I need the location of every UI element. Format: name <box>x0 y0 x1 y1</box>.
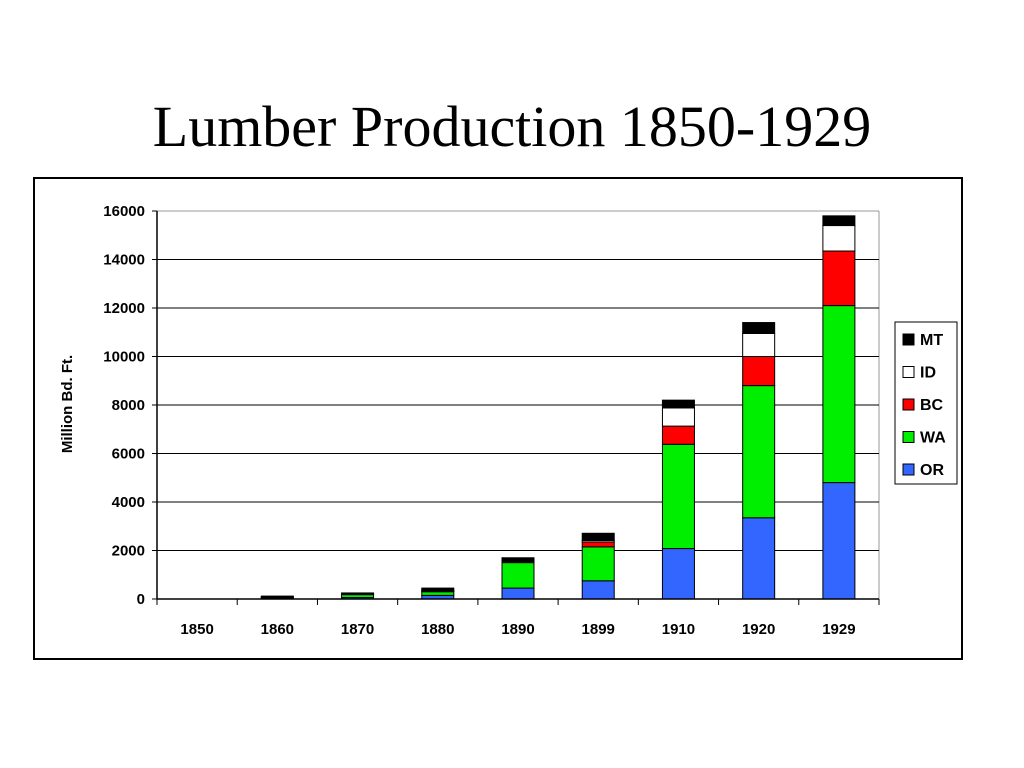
legend-label-or: OR <box>920 462 944 479</box>
legend-label-bc: BC <box>920 397 944 414</box>
x-tick-label: 1880 <box>421 621 454 638</box>
bar-segment-id-1920 <box>742 332 776 357</box>
legend-swatch-or <box>902 463 915 476</box>
bar-segment-wa-1910 <box>661 443 695 550</box>
bar-segment-wa-1890 <box>501 562 535 589</box>
bar-segment-bc-1899 <box>581 541 615 548</box>
bar-segment-mt-1880 <box>421 587 455 591</box>
legend-label-mt: MT <box>920 332 943 349</box>
legend-label-wa: WA <box>920 430 946 447</box>
bars <box>260 215 856 600</box>
bar-segment-wa-1929 <box>822 305 856 484</box>
axes <box>152 210 880 605</box>
legend-swatch-id <box>902 366 915 378</box>
chart-frame <box>33 177 963 660</box>
y-axis-label: Million Bd. Ft. <box>59 355 76 453</box>
legend-swatch-wa <box>902 431 915 443</box>
bar-segment-mt-1929 <box>822 215 856 227</box>
bar-segment-bc-1920 <box>742 356 776 387</box>
legend-swatch-bc <box>902 398 915 411</box>
y-tick-label: 0 <box>137 591 145 608</box>
y-tick-label: 14000 <box>103 252 145 269</box>
y-tick-label: 2000 <box>112 543 145 560</box>
bar-segment-mt-1920 <box>742 322 776 334</box>
bar-segment-mt-1890 <box>501 557 535 562</box>
bar-segment-mt-1860 <box>260 595 294 598</box>
bar-segment-or-1890 <box>501 587 535 600</box>
y-tick-label: 12000 <box>103 300 145 317</box>
bar-segment-wa-1899 <box>581 546 615 582</box>
legend-swatch-mt <box>902 333 915 346</box>
bar-segment-or-1899 <box>581 580 615 600</box>
bar-segment-or-1910 <box>661 548 695 600</box>
bar-segment-id-1929 <box>822 225 856 252</box>
bar-segment-mt-1899 <box>581 532 615 542</box>
bar-segment-or-1929 <box>822 482 856 600</box>
slide-title: Lumber Production 1850-1929 <box>152 94 872 159</box>
x-tick-label: 1850 <box>180 621 213 638</box>
bar-segment-wa-1880 <box>421 591 455 596</box>
bar-segment-id-1910 <box>661 407 695 427</box>
bar-segment-bc-1910 <box>661 425 695 445</box>
tick-labels: 0 2000 4000 6000 8000 10000 12000 14000 16000 185… <box>103 203 855 638</box>
bar-segment-bc-1929 <box>822 250 856 307</box>
x-tick-label: 1870 <box>341 621 374 638</box>
bar-segment-mt-1910 <box>661 399 695 409</box>
y-tick-label: 8000 <box>112 397 145 414</box>
legend-label-id: ID <box>920 365 936 382</box>
y-tick-label: 6000 <box>112 446 145 463</box>
y-tick-label: 4000 <box>112 494 145 511</box>
x-tick-label: 1860 <box>261 621 294 638</box>
bar-segment-or-1920 <box>742 517 776 600</box>
bar-segment-mt-1870 <box>341 592 375 595</box>
x-tick-label: 1910 <box>662 621 695 638</box>
x-tick-label: 1920 <box>742 621 775 638</box>
x-tick-label: 1929 <box>822 621 855 638</box>
x-tick-label: 1899 <box>582 621 615 638</box>
bar-segment-wa-1920 <box>742 385 776 519</box>
y-tick-label: 16000 <box>103 203 145 220</box>
x-tick-label: 1890 <box>501 621 534 638</box>
y-tick-label: 10000 <box>103 349 145 366</box>
legend: MT ID BC WA OR <box>894 321 958 485</box>
